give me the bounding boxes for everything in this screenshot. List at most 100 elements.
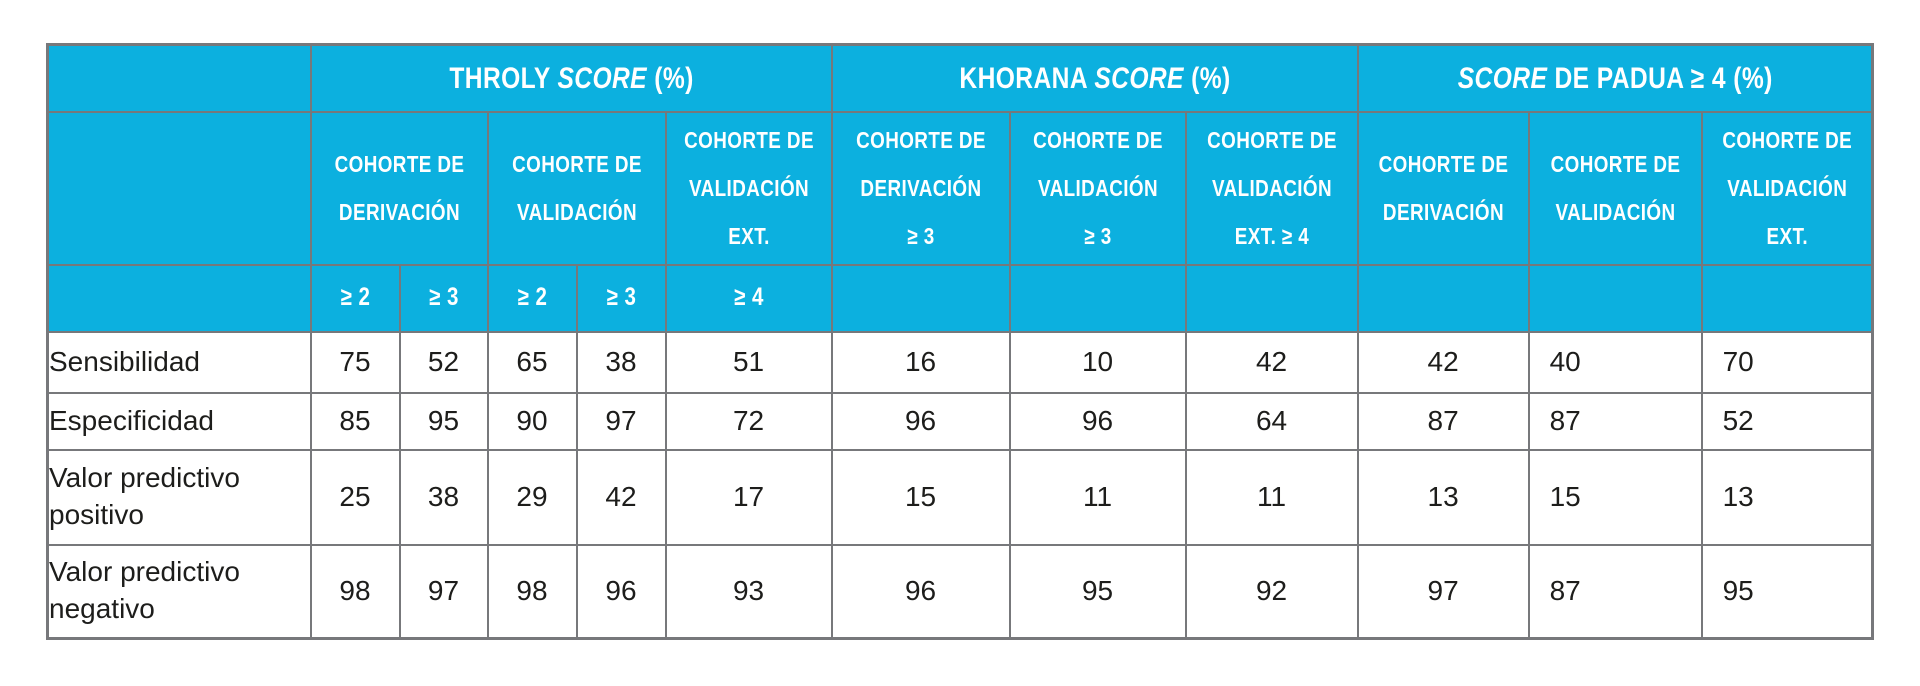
value-cell: 90 — [486, 391, 578, 451]
row-label: Especificidad — [46, 391, 312, 451]
empty-header-cell — [1700, 263, 1874, 333]
value-cell: 72 — [664, 391, 833, 451]
value-cell: 87 — [1356, 391, 1530, 451]
value-cell: 75 — [309, 330, 401, 394]
cohort-header-padua-validacion-ext: COHORTE DE VALIDACIÓN EXT. — [1700, 110, 1874, 266]
cohort-header-label: COHORTE DE DERIVACIÓN — [334, 151, 464, 225]
threshold-label: ≥ 3 — [428, 283, 459, 312]
value-cell: 52 — [398, 330, 489, 394]
group-title-throly: THROLY SCORE (%) — [358, 62, 784, 95]
group-header-padua: SCORE DE PADUA ≥ 4 (%) — [1356, 43, 1874, 113]
corner-blank-cell — [46, 43, 312, 113]
row-label: Valor predictivo negativo — [46, 543, 312, 640]
threshold-cell-throly-valid-3: ≥ 3 — [575, 263, 667, 333]
value-cell: 64 — [1184, 391, 1359, 451]
value-cell: 40 — [1527, 330, 1703, 394]
value-cell: 15 — [1527, 448, 1703, 546]
value-cell: 29 — [486, 448, 578, 546]
value-cell: 13 — [1356, 448, 1530, 546]
cohort-header-label: COHORTE DE VALIDACIÓN EXT. — [1721, 127, 1852, 249]
group-title-text: KHORANA — [958, 61, 1094, 95]
cohort-header-throly-derivacion: COHORTE DE DERIVACIÓN — [309, 110, 489, 266]
value-cell: 42 — [575, 448, 667, 546]
value-cell: 65 — [486, 330, 578, 394]
threshold-header-row: ≥ 2 ≥ 3 ≥ 2 ≥ 3 ≥ 4 — [46, 263, 1874, 333]
table-row-valor-predictivo-negativo: Valor predictivo negativo 98 97 98 96 93… — [46, 543, 1874, 640]
value-cell: 38 — [398, 448, 489, 546]
threshold-cell-throly-ext-4: ≥ 4 — [664, 263, 833, 333]
value-cell: 10 — [1008, 330, 1187, 394]
group-title-italic: SCORE — [1093, 61, 1184, 95]
threshold-label: ≥ 2 — [517, 283, 547, 312]
group-title-text: (%) — [1183, 61, 1231, 95]
threshold-label: ≥ 2 — [340, 283, 370, 312]
value-cell: 92 — [1184, 543, 1359, 640]
threshold-cell-throly-deriv-3: ≥ 3 — [398, 263, 489, 333]
value-cell: 13 — [1700, 448, 1874, 546]
cohort-header-padua-validacion: COHORTE DE VALIDACIÓN — [1527, 110, 1703, 266]
group-title-padua: SCORE DE PADUA ≥ 4 (%) — [1405, 62, 1825, 95]
table-row-sensibilidad: Sensibilidad 75 52 65 38 51 16 10 42 42 … — [46, 330, 1874, 394]
value-cell: 95 — [1008, 543, 1187, 640]
cohort-header-throly-validacion-ext: COHORTE DE VALIDACIÓN EXT. — [664, 110, 833, 266]
table-wrapper: THROLY SCORE (%) KHORANA SCORE (%) SCORE… — [46, 43, 1875, 640]
group-title-khorana: KHORANA SCORE (%) — [880, 62, 1310, 95]
cohort-header-label: COHORTE DE VALIDACIÓN EXT. ≥ 4 — [1206, 127, 1337, 249]
group-title-italic: SCORE — [1457, 61, 1547, 95]
value-cell: 42 — [1356, 330, 1530, 394]
cohort-header-khorana-derivacion: COHORTE DE DERIVACIÓN ≥ 3 — [830, 110, 1011, 266]
threshold-label: ≥ 3 — [606, 283, 636, 312]
cohort-header-label: COHORTE DE VALIDACIÓN EXT. — [683, 127, 814, 249]
cohort-header-label: COHORTE DE DERIVACIÓN ≥ 3 — [855, 127, 986, 249]
group-title-text: (%) — [646, 61, 694, 95]
value-cell: 16 — [830, 330, 1011, 394]
value-cell: 87 — [1527, 543, 1703, 640]
value-cell: 97 — [575, 391, 667, 451]
value-cell: 96 — [830, 391, 1011, 451]
threshold-label: ≥ 4 — [733, 283, 764, 312]
value-cell: 25 — [309, 448, 401, 546]
value-cell: 15 — [830, 448, 1011, 546]
cohort-header-label: COHORTE DE VALIDACIÓN — [1550, 151, 1680, 225]
group-title-italic: SCORE — [556, 61, 647, 95]
value-cell: 97 — [398, 543, 489, 640]
group-title-text: DE PADUA ≥ 4 (%) — [1546, 61, 1773, 95]
cohort-header-label: COHORTE DE VALIDACIÓN — [511, 151, 642, 225]
empty-header-cell — [1008, 263, 1187, 333]
value-cell: 17 — [664, 448, 833, 546]
empty-header-cell — [1356, 263, 1530, 333]
cohort-header-throly-validacion: COHORTE DE VALIDACIÓN — [486, 110, 667, 266]
value-cell: 70 — [1700, 330, 1874, 394]
group-header-throly: THROLY SCORE (%) — [309, 43, 833, 113]
group-title-text: THROLY — [448, 61, 557, 95]
group-header-row: THROLY SCORE (%) KHORANA SCORE (%) SCORE… — [46, 43, 1874, 113]
value-cell: 98 — [309, 543, 401, 640]
value-cell: 98 — [486, 543, 578, 640]
row-label: Sensibilidad — [46, 330, 312, 394]
cohort-header-label: COHORTE DE DERIVACIÓN — [1378, 151, 1508, 225]
cohort-header-row: COHORTE DE DERIVACIÓN COHORTE DE VALIDAC… — [46, 110, 1874, 266]
cohort-header-khorana-validacion: COHORTE DE VALIDACIÓN ≥ 3 — [1008, 110, 1187, 266]
value-cell: 96 — [830, 543, 1011, 640]
value-cell: 87 — [1527, 391, 1703, 451]
value-cell: 95 — [398, 391, 489, 451]
cohort-header-label: COHORTE DE VALIDACIÓN ≥ 3 — [1032, 127, 1163, 249]
cohort-header-padua-derivacion: COHORTE DE DERIVACIÓN — [1356, 110, 1530, 266]
empty-header-cell — [1527, 263, 1703, 333]
threshold-cell-throly-deriv-2: ≥ 2 — [309, 263, 401, 333]
blank-header-cell — [46, 263, 312, 333]
table-row-valor-predictivo-positivo: Valor predictivo positivo 25 38 29 42 17… — [46, 448, 1874, 546]
blank-header-cell — [46, 110, 312, 266]
value-cell: 42 — [1184, 330, 1359, 394]
value-cell: 93 — [664, 543, 833, 640]
value-cell: 96 — [1008, 391, 1187, 451]
empty-header-cell — [830, 263, 1011, 333]
empty-header-cell — [1184, 263, 1359, 333]
threshold-cell-throly-valid-2: ≥ 2 — [486, 263, 578, 333]
row-label: Valor predictivo positivo — [46, 448, 312, 546]
value-cell: 96 — [575, 543, 667, 640]
group-header-khorana: KHORANA SCORE (%) — [830, 43, 1359, 113]
value-cell: 11 — [1184, 448, 1359, 546]
value-cell: 11 — [1008, 448, 1187, 546]
